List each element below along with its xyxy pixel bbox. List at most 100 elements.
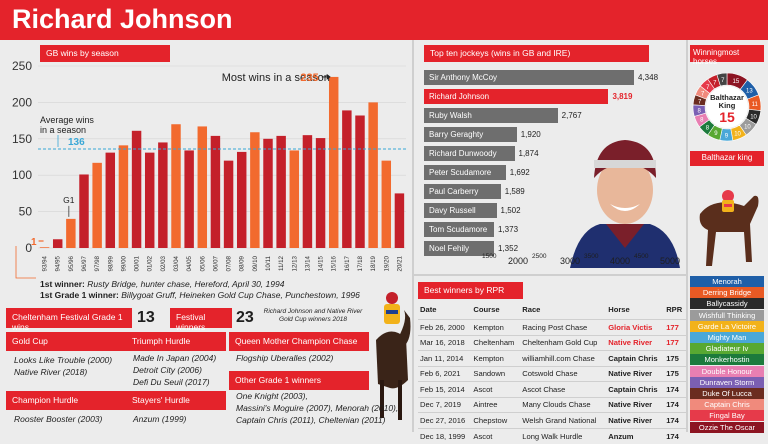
rpr-cell-course: Kempton (471, 319, 521, 335)
bar (394, 193, 405, 248)
rpr-col-course: Course (473, 305, 500, 314)
jockey-bar: Ruby Walsh (424, 108, 558, 123)
bar (105, 152, 116, 248)
bar (276, 135, 286, 248)
other-g1-title: Other Grade 1 winners (229, 371, 369, 390)
legend-item: Fingal Bay (690, 410, 764, 422)
rpr-cell-date: Feb 26, 2000 (418, 319, 472, 335)
jockey-value: 3,819 (612, 92, 633, 101)
rpr-table: Date Course Race Horse RPR Feb 26, 2000 K… (418, 302, 686, 444)
triumph-list: Made In Japan (2004) Detroit City (2006)… (133, 352, 216, 388)
rpr-header-row: Date Course Race Horse RPR (418, 302, 686, 320)
x-tick-label: 18/19 (370, 255, 377, 271)
y-tick-label: 250 (12, 59, 32, 73)
table-row: Mar 16, 2018 Cheltenham Cheltenham Gold Cu… (418, 334, 686, 351)
x-tick-label: 03/04 (173, 255, 180, 271)
top-horse-label: Balthazar king (690, 151, 764, 166)
x-tick-label: 20/21 (396, 255, 403, 271)
jockey-value: 1,502 (500, 206, 521, 215)
most-wins-arrowhead (326, 73, 331, 80)
bar (223, 160, 234, 248)
table-row: Feb 6, 2021 Sandown Cotswold Chase Native R… (418, 365, 686, 382)
x-tick-label: 3500 (584, 253, 599, 260)
table-row: Dec 7, 2019 Aintree Many Clouds Chase Nativ… (418, 396, 686, 413)
rpr-cell-date: Feb 15, 2014 (418, 381, 472, 397)
x-tick-label: 07/08 (226, 255, 233, 271)
first-grade1-text: Billygoat Gruff, Heineken Gold Cup Chase… (121, 290, 360, 300)
legend-item: Gladiateur Iv (690, 343, 764, 355)
rpr-cell-race: Cotswold Chase (520, 365, 607, 382)
top-ten-title: Top ten jockeys (wins in GB and IRE) (424, 45, 649, 62)
x-tick-label: 94/95 (55, 255, 62, 271)
x-tick-label: 3000 (560, 256, 581, 266)
x-tick-label: 97/98 (94, 255, 101, 271)
x-tick-label: 96/97 (81, 255, 88, 271)
legend-item: Monkerhostin (690, 354, 764, 366)
y-tick-label: 50 (19, 205, 33, 219)
rpr-cell-race: Racing Post Chase (520, 319, 607, 335)
divider (686, 40, 688, 432)
jockey-portrait (570, 140, 680, 268)
x-tick-label: 99/00 (120, 255, 127, 271)
x-tick-label: 16/17 (344, 255, 351, 271)
legend-item: Derring Bridge (690, 287, 764, 299)
bar (381, 160, 392, 248)
legend-item: Double Honour (690, 365, 764, 377)
x-tick-label: 06/07 (212, 255, 219, 271)
jockey-bar: Davy Russell (424, 203, 497, 218)
wheel-top-name: King (719, 101, 736, 110)
festival-winners-label: Festival winners (170, 308, 232, 332)
first-grade1-label: 1st Grade 1 winner: (40, 290, 119, 300)
first-win-label: 1 (31, 237, 37, 248)
x-tick-label: 01/02 (147, 255, 154, 271)
table-row: Feb 15, 2014 Ascot Ascot Chase Captain Chri… (418, 381, 686, 397)
bar (66, 218, 76, 248)
bar (171, 124, 181, 248)
legend-item: Duke Of Lucca (690, 388, 764, 399)
x-tick-label: 2000 (508, 256, 529, 266)
jockey-value: 1,692 (509, 168, 530, 177)
x-tick-label: 08/09 (239, 255, 246, 271)
jockey-bar: Paul Carberry (424, 184, 501, 199)
rpr-cell-rpr: 175 (664, 350, 686, 366)
x-tick-label: 11/12 (278, 255, 285, 271)
jockey-value: 1,373 (498, 225, 519, 234)
other-g1-item: Massini's Moguire (2007), Menorah (2010)… (236, 403, 399, 413)
rpr-cell-course: Ascot (471, 427, 521, 444)
wheel-segment-label: 8 (697, 109, 701, 115)
rpr-cell-rpr: 177 (664, 334, 686, 351)
x-tick-label: 10/11 (265, 255, 272, 271)
rpr-cell-date: Jan 11, 2014 (418, 350, 472, 366)
bar (118, 145, 129, 248)
jockey-value: 1,874 (518, 149, 539, 158)
wheel-segment-label: 7 (701, 92, 705, 98)
rpr-cell-rpr: 174 (664, 381, 686, 397)
rpr-cell-course: Chepstow (471, 412, 521, 428)
bar (52, 239, 63, 248)
wheel-segment-label: 7 (721, 78, 725, 84)
x-tick-label: 09/10 (252, 255, 259, 271)
bar (79, 174, 89, 248)
wheel-top-name: Balthazar (710, 93, 744, 102)
table-row: Jan 11, 2014 Kempton williamhill.com Chase… (418, 350, 686, 366)
y-tick-label: 150 (12, 132, 32, 146)
rpr-cell-date: Dec 18, 1999 (418, 427, 472, 444)
legend-item: Menorah (690, 276, 764, 287)
g1-label: G1 (63, 195, 75, 205)
bar (39, 247, 50, 248)
wheel-segment-label: 7 (706, 85, 710, 91)
wheel-segment-label: 8 (700, 118, 704, 124)
rpr-cell-race: Long Walk Hurdle (520, 427, 607, 444)
gb-wins-chart: 0 50 100 150 200 250 93/94 94/95 95/96 96/97 97/98… (12, 59, 406, 279)
other-g1-list: One Knight (2003), Massini's Moguire (20… (236, 390, 398, 426)
horse-illustration (699, 190, 759, 266)
rpr-cell-horse: Anzum (606, 427, 665, 444)
wheel-segment (716, 72, 728, 87)
legend-item: Ballycassidy (690, 298, 764, 310)
bar (92, 162, 102, 248)
y-tick-label: 200 (12, 95, 32, 109)
bar (236, 151, 247, 248)
table-row: Dec 18, 1999 Ascot Long Walk Hurdle Anzum 17… (418, 427, 686, 444)
most-wins-value: 235 (300, 72, 318, 84)
